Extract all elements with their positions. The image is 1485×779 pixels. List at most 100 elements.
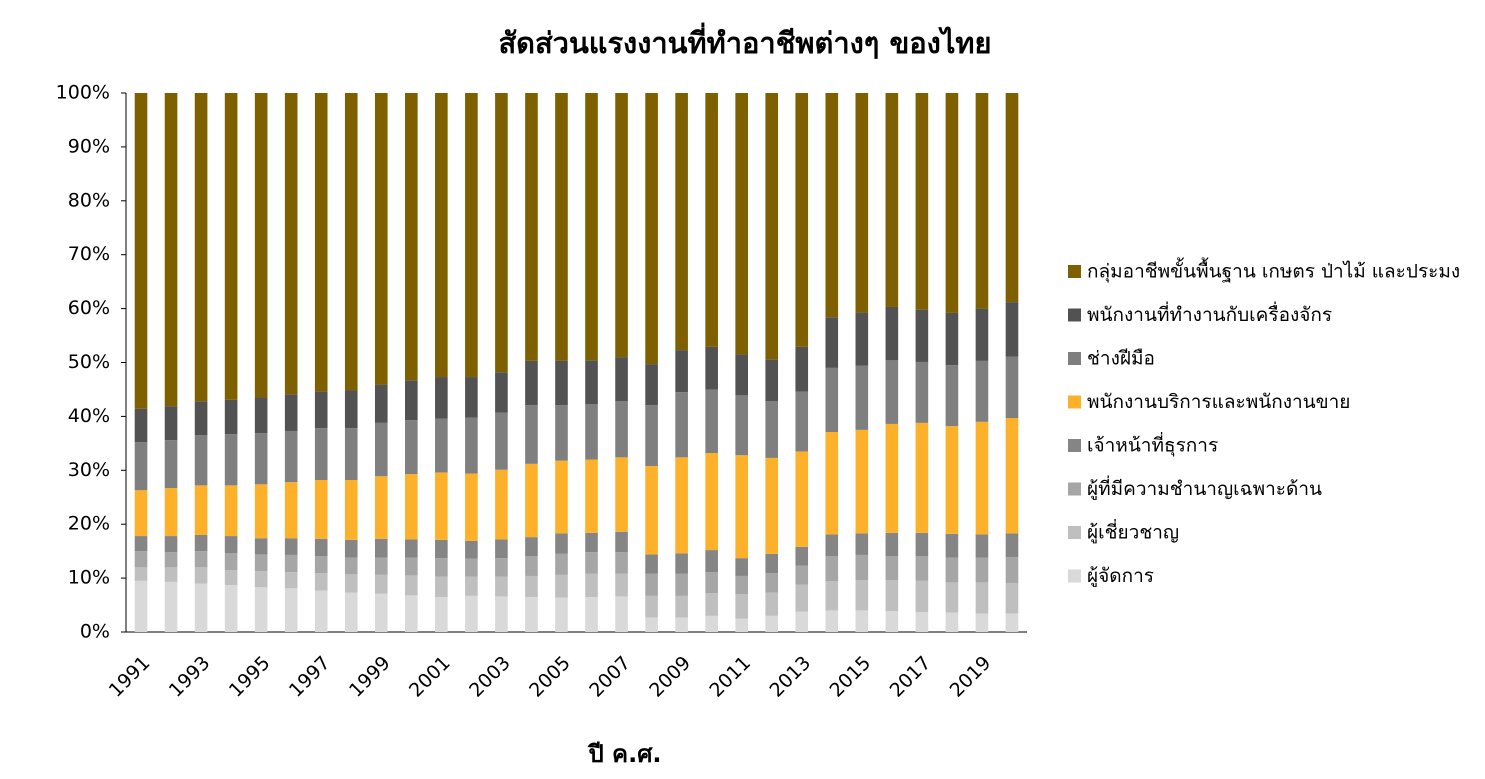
bar-segment (374, 557, 388, 575)
bar-segment (465, 576, 478, 596)
bar-segment (555, 574, 568, 598)
bar-segment (825, 317, 839, 368)
bar-segment (915, 580, 929, 613)
bar-segment (405, 575, 418, 596)
x-tick-label: 1999 (345, 652, 395, 702)
bar-segment (224, 93, 238, 400)
bar-segment (164, 552, 178, 568)
bar-segment (284, 554, 298, 573)
bar-segment (585, 552, 598, 574)
bar-segment (284, 538, 298, 555)
bar-segment (765, 93, 779, 360)
bar-segment (164, 536, 178, 553)
bar-segment (314, 480, 328, 539)
bar-segment (585, 596, 598, 632)
bar-segment (194, 435, 208, 486)
bar-segment (645, 554, 658, 574)
legend-swatch (1068, 265, 1081, 278)
bar-segment (915, 309, 929, 362)
bar-segment (194, 551, 208, 568)
bar-segment (525, 360, 538, 406)
legend-label: พนักงานที่ทำงานกับเครื่องจักร (1087, 301, 1332, 326)
bar-segment (975, 93, 989, 309)
bar-segment (615, 596, 628, 632)
bar-segment (344, 592, 358, 632)
bar-segment (675, 350, 688, 393)
bar-segment (314, 590, 328, 632)
bar-segment (495, 576, 508, 597)
bar-segment (164, 406, 178, 441)
legend-swatch (1068, 352, 1081, 365)
bar-segment (885, 423, 899, 533)
bar-segment (465, 595, 478, 632)
bar-segment (825, 432, 839, 535)
bar-segment (675, 617, 688, 632)
bar-segment (284, 430, 298, 483)
bar-segment (164, 581, 178, 632)
bar-segment (855, 429, 869, 534)
bar-segment (314, 391, 328, 429)
bar-segment (1005, 613, 1019, 632)
bar-segment (705, 346, 718, 390)
bar-segment (945, 365, 959, 427)
legend-label: ผู้จัดการ (1087, 565, 1154, 587)
bar-segment (374, 93, 388, 385)
legend-swatch (1068, 482, 1081, 496)
x-tick-label: 2007 (585, 652, 635, 702)
bar-segment (975, 421, 989, 535)
bar-segment (525, 596, 538, 632)
bar-segment (194, 583, 208, 632)
bar-segment (555, 360, 568, 406)
bar-segment (765, 401, 779, 458)
legend-label: ผู้เชี่ยวชาญ (1087, 519, 1179, 544)
bar-segment (495, 412, 508, 470)
legend-label: พนักงานบริการและพนักงานขาย (1087, 391, 1350, 413)
bar-segment (284, 93, 298, 395)
bar-segment (254, 93, 268, 398)
bar-segment (855, 93, 869, 313)
bar-segment (675, 595, 688, 618)
bar-segment (224, 570, 238, 586)
y-tick-label: 30% (68, 459, 110, 481)
bar-segment (344, 574, 358, 593)
bar-segment (645, 573, 658, 596)
bar-segment (1005, 582, 1019, 614)
bar-segment (825, 534, 839, 557)
bar-segment (405, 474, 418, 540)
bar-segment (224, 399, 238, 435)
bar-segment (585, 360, 598, 405)
bar-segment (405, 595, 418, 632)
bar-segment (224, 585, 238, 632)
bar-segment (435, 377, 448, 419)
bar-segment (885, 610, 899, 632)
bar-segment (645, 93, 658, 365)
bar-segment (735, 93, 748, 355)
x-tick-label: 1991 (105, 652, 155, 702)
y-tick-label: 50% (68, 351, 110, 373)
bar-segment (224, 434, 238, 486)
bar-segment (164, 488, 178, 537)
bar-segment (344, 539, 358, 558)
legend-swatch (1068, 569, 1081, 583)
bar-segment (945, 557, 959, 583)
bar-segment (885, 556, 899, 581)
bar-segment (224, 536, 238, 554)
bar-segment (975, 582, 989, 614)
bar-segment (284, 394, 298, 431)
bar-segment (675, 553, 688, 574)
bar-segment (555, 553, 568, 575)
bar-segment (134, 490, 148, 537)
bar-segment (525, 556, 538, 576)
x-tick-label: 1997 (285, 652, 335, 702)
x-tick-label: 2005 (525, 652, 575, 702)
bar-segment (314, 556, 328, 574)
bar-segment (555, 405, 568, 461)
bar-segment (975, 360, 989, 422)
x-tick-label: 2001 (405, 652, 455, 702)
bar-segment (585, 573, 598, 597)
bar-segment (585, 404, 598, 460)
bar-segment (765, 615, 779, 632)
y-tick-label: 20% (68, 513, 110, 535)
bar-segment (134, 93, 148, 409)
